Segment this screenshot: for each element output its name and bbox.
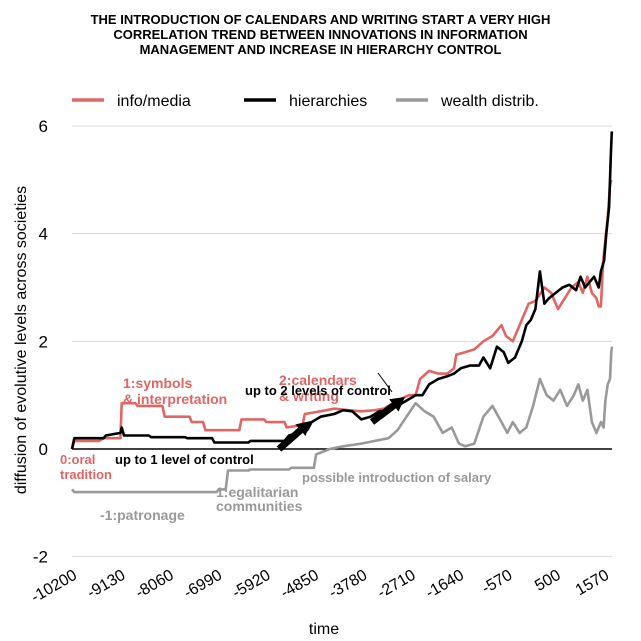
- annotation-calendars: & writing: [279, 388, 339, 404]
- annotation-arrows: [276, 372, 405, 452]
- series-line-0: [70, 179, 613, 450]
- series-line-2: [71, 346, 614, 494]
- legend-label: hierarchies: [289, 93, 367, 110]
- series-lines: [70, 131, 614, 494]
- y-tick-label: 6: [39, 117, 48, 136]
- x-tick-label: -1640: [423, 567, 467, 602]
- annotation-symbols: 1:symbols: [123, 375, 192, 391]
- arrow-shape: [369, 397, 405, 425]
- annotation-control2: up to 2 levels of control: [245, 383, 391, 398]
- y-tick-label: 4: [39, 225, 48, 244]
- title-line-1: THE INTRODUCTION OF CALENDARS AND WRITIN…: [90, 12, 551, 27]
- x-tick-label: 1570: [573, 567, 612, 600]
- annotation-symbols: & interpretation: [123, 391, 227, 407]
- annotation-egalitarian: 1:egalitarian: [216, 484, 298, 500]
- legend: info/media hierarchies wealth distrib.: [72, 93, 539, 110]
- x-tick-label: -8060: [133, 567, 177, 602]
- annotation-egalitarian: communities: [216, 498, 303, 514]
- x-tick-labels: -10200 -9130 -8060 -6990 -5920 -4850 -3780 -271…: [28, 567, 612, 607]
- annotation-oral: 0:oral: [60, 452, 95, 467]
- annotation-calendars: 2:calendars: [279, 372, 357, 388]
- y-tick-labels: -2 0 2 4 6: [33, 117, 48, 567]
- x-tick-label: 500: [532, 567, 564, 595]
- y-axis-label: diffusion of evolutive levels across soc…: [13, 186, 30, 494]
- y-tick-label: 0: [39, 440, 48, 459]
- arrow-shape: [276, 421, 311, 452]
- annotation-salary: possible introduction of salary: [302, 470, 492, 485]
- annotation-control1: up to 1 level of control: [115, 452, 254, 467]
- x-tick-label: -10200: [28, 567, 80, 607]
- legend-label: info/media: [117, 93, 191, 110]
- y-tick-label: 2: [39, 332, 48, 351]
- title-line-2: CORRELATION TREND BETWEEN INNOVATIONS IN…: [113, 27, 528, 42]
- annotation-patronage: -1:patronage: [100, 507, 185, 523]
- pointer-line: [377, 372, 393, 393]
- x-tick-label: -4850: [278, 567, 322, 602]
- annotation-oral: tradition: [60, 467, 112, 482]
- x-tick-label: -2710: [375, 567, 419, 602]
- x-tick-label: -3780: [326, 567, 370, 602]
- series-line-1: [70, 131, 614, 450]
- x-tick-label: -6990: [181, 567, 225, 602]
- y-tick-label: -2: [33, 548, 48, 567]
- x-tick-label: -9130: [84, 567, 128, 602]
- x-tick-label: -5920: [230, 567, 274, 602]
- legend-label: wealth distrib.: [440, 93, 539, 110]
- chart-title: THE INTRODUCTION OF CALENDARS AND WRITIN…: [0, 12, 641, 57]
- title-line-3: MANAGEMENT AND INCREASE IN HIERARCHY CON…: [139, 42, 502, 57]
- x-axis-label: time: [309, 621, 339, 638]
- x-tick-label: -570: [479, 567, 515, 598]
